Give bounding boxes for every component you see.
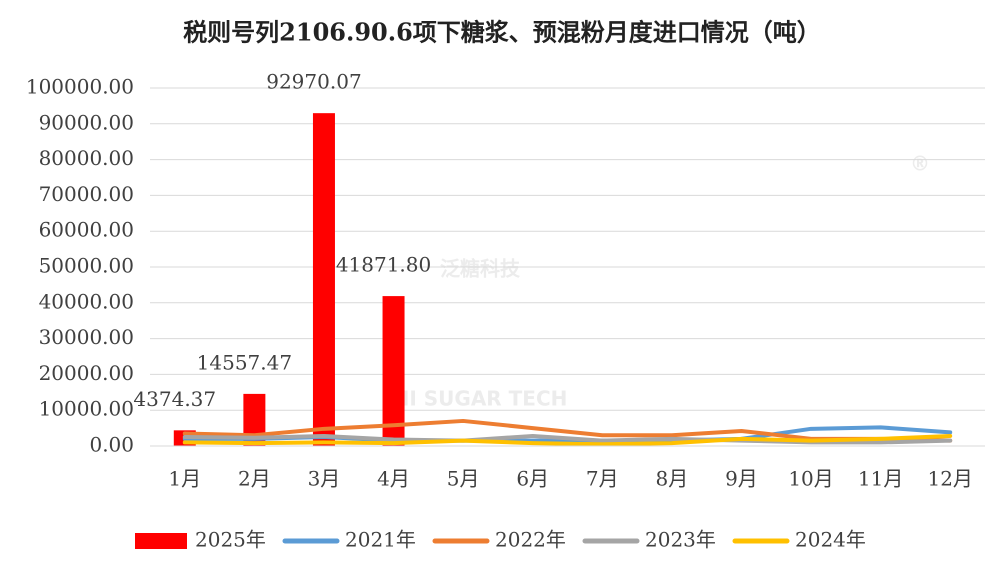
x-tick-label: 6月 — [516, 467, 549, 491]
legend-label: 2021年 — [345, 528, 416, 552]
watermark-mark: ® — [910, 152, 930, 176]
legend-label: 2023年 — [645, 528, 716, 552]
legend-swatch — [135, 533, 187, 549]
line — [182, 433, 953, 447]
y-tick-label: 10000.00 — [39, 397, 134, 421]
y-tick-label: 80000.00 — [39, 146, 134, 170]
bar — [312, 113, 335, 447]
y-tick-label: 70000.00 — [39, 182, 134, 206]
data-label: 4374.37 — [133, 387, 216, 411]
y-tick-label: 100000.00 — [26, 75, 134, 99]
chart-title: 税则号列2106.90.6项下糖浆、预混粉月度进口情况（吨） — [183, 18, 821, 47]
x-tick-label: 12月 — [927, 467, 972, 491]
x-tick-label: 1月 — [168, 467, 201, 491]
x-tick-label: 10月 — [788, 467, 833, 491]
y-tick-label: 90000.00 — [39, 110, 134, 134]
x-tick-label: 11月 — [858, 467, 903, 491]
line — [182, 433, 953, 445]
bar — [382, 296, 405, 446]
legend-label: 2022年 — [495, 528, 566, 552]
data-label: 14557.47 — [197, 350, 292, 374]
watermark: 泛糖科技 — [440, 257, 521, 281]
legend-label: 2024年 — [795, 528, 866, 552]
data-label: 92970.07 — [266, 70, 361, 94]
x-tick-label: 2月 — [238, 467, 271, 491]
y-tick-label: 30000.00 — [39, 325, 134, 349]
y-tick-label: 50000.00 — [39, 254, 134, 278]
y-tick-label: 60000.00 — [39, 218, 134, 242]
y-tick-label: 40000.00 — [39, 289, 134, 313]
legend-label: 2025年 — [195, 528, 266, 552]
x-tick-label: 5月 — [447, 467, 480, 491]
x-tick-label: 9月 — [725, 467, 758, 491]
data-label: 41871.80 — [336, 253, 431, 277]
y-tick-label: 20000.00 — [39, 361, 134, 385]
watermark-sub: HI SUGAR TECH — [393, 387, 568, 411]
x-tick-label: 7月 — [586, 467, 619, 491]
y-tick-label: 0.00 — [89, 433, 134, 457]
x-tick-label: 3月 — [308, 467, 341, 491]
x-tick-label: 4月 — [377, 467, 410, 491]
x-tick-label: 8月 — [656, 467, 689, 491]
